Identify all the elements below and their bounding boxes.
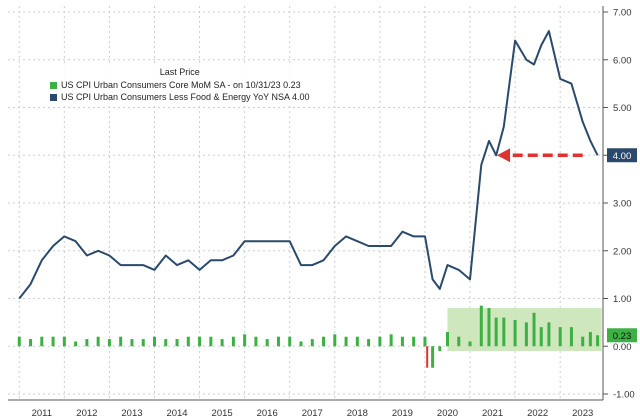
legend-swatch-core-mom: [50, 81, 57, 89]
bar: [107, 339, 111, 347]
x-tick-label: 2017: [302, 408, 323, 419]
bar: [596, 335, 600, 347]
bar: [152, 336, 156, 347]
bar: [569, 327, 573, 347]
last-value-box: [607, 328, 637, 343]
bar: [276, 336, 280, 347]
bar: [479, 305, 483, 347]
bar: [243, 334, 247, 347]
x-tick-label: 2022: [527, 408, 548, 419]
bar: [502, 317, 506, 347]
y-tick-label: 0.00: [613, 342, 632, 353]
legend: Last Price US CPI Urban Consumers Core M…: [50, 66, 310, 103]
legend-item-core-mom: US CPI Urban Consumers Core MoM SA - on …: [50, 79, 309, 91]
bar: [438, 346, 442, 352]
bar: [468, 341, 472, 347]
bar: [487, 308, 491, 347]
bar: [96, 336, 100, 347]
x-tick-label: 2014: [166, 408, 187, 419]
x-tick-label: 2021: [482, 408, 503, 419]
x-tick-label: 2012: [76, 408, 97, 419]
last-value-label: 0.23: [613, 331, 632, 342]
bar: [198, 336, 202, 347]
legend-item-core-yoy: US CPI Urban Consumers Less Food & Energ…: [50, 91, 309, 103]
bar: [265, 339, 269, 347]
last-value-label: 4.00: [613, 151, 632, 162]
bar: [322, 336, 326, 347]
bar: [254, 336, 258, 347]
bar: [85, 339, 89, 347]
bar: [175, 339, 179, 347]
x-tick-label: 2020: [437, 408, 458, 419]
bar: [288, 336, 292, 347]
bar: [40, 336, 44, 347]
y-tick-label: 6.00: [613, 55, 632, 66]
annotation-arrow-head: [497, 148, 511, 163]
bar: [513, 319, 517, 347]
bar: [231, 336, 235, 347]
bar: [62, 336, 66, 347]
bar: [344, 336, 348, 347]
bar: [164, 339, 168, 347]
bar: [51, 336, 55, 347]
bar: [119, 336, 123, 347]
y-tick-label: 2.00: [613, 246, 632, 257]
bar: [74, 341, 78, 347]
legend-title: Last Price: [159, 67, 200, 77]
bar: [412, 336, 416, 347]
x-tick-label: 2019: [392, 408, 413, 419]
highlight-band: [447, 308, 602, 352]
bar: [539, 327, 543, 347]
y-tick-label: 7.00: [613, 8, 632, 19]
y-tick-label: 3.00: [613, 199, 632, 210]
x-tick-label: 2011: [32, 408, 52, 419]
bar: [457, 336, 461, 347]
bar: [333, 334, 337, 347]
bar: [209, 336, 213, 347]
bar: [220, 339, 224, 347]
y-tick-label: 5.00: [613, 103, 632, 114]
bar: [310, 339, 314, 347]
x-tick-label: 2015: [212, 408, 233, 419]
legend-swatch-core-yoy: [50, 93, 57, 101]
bar: [130, 339, 134, 347]
bar: [299, 341, 303, 347]
last-value-box: [607, 148, 637, 163]
line-series-core-yoy: [18, 30, 599, 300]
bar: [389, 334, 393, 347]
bar: [423, 336, 427, 347]
bar: [17, 336, 21, 347]
bar: [367, 339, 371, 347]
bar: [378, 336, 382, 347]
bar: [141, 339, 145, 347]
bar: [494, 317, 498, 347]
bar: [186, 336, 190, 347]
bar: [588, 331, 592, 347]
bar: [29, 339, 33, 347]
x-tick-label: 2013: [121, 408, 142, 419]
bar: [558, 327, 562, 347]
x-tick-label: 2016: [257, 408, 278, 419]
legend-label-core-mom: US CPI Urban Consumers Core MoM SA - on …: [61, 80, 301, 90]
bar: [532, 312, 536, 347]
legend-label-core-yoy: US CPI Urban Consumers Less Food & Energ…: [61, 92, 310, 102]
bar: [581, 336, 585, 347]
y-tick-label: -1.00: [613, 390, 635, 401]
bar: [445, 331, 449, 347]
bar: [355, 336, 359, 347]
y-tick-label: 1.00: [613, 294, 632, 305]
bar: [400, 336, 404, 347]
x-tick-label: 2023: [572, 408, 593, 419]
bar: [524, 322, 528, 347]
bar: [547, 322, 551, 347]
x-tick-label: 2018: [347, 408, 368, 419]
bar: [431, 346, 435, 368]
